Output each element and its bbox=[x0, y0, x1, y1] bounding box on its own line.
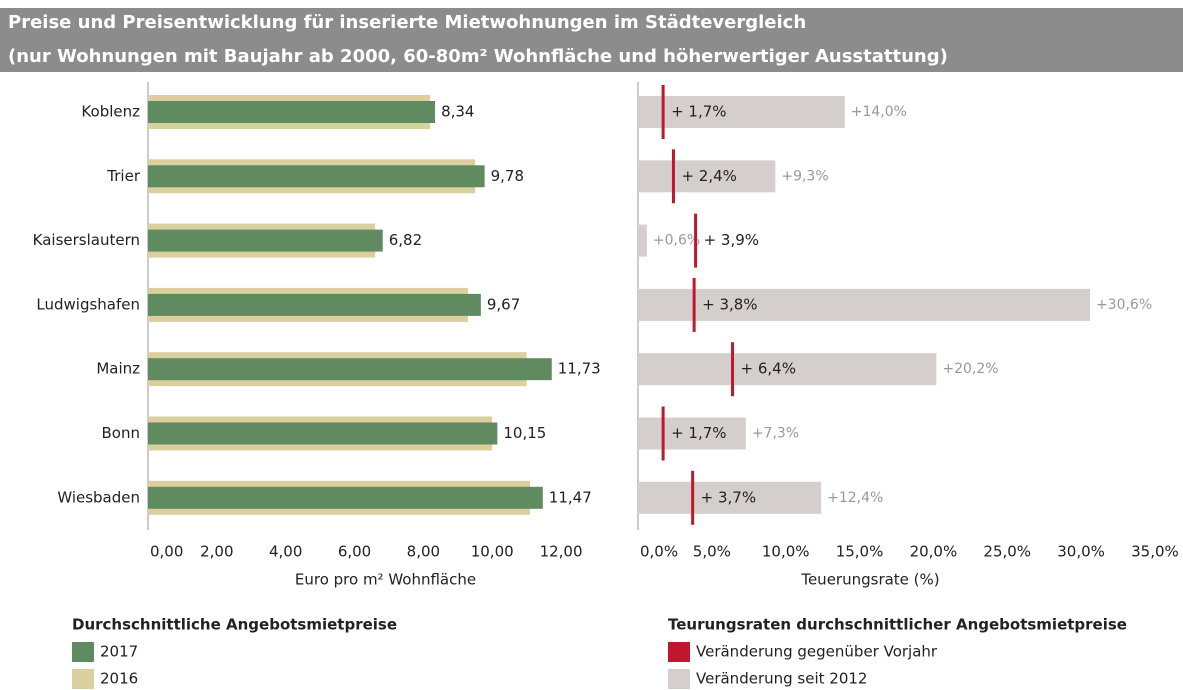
value-label: + 6,4% bbox=[741, 360, 796, 378]
x-tick-label: 5,0% bbox=[693, 543, 731, 561]
legend-title: Teurungsraten durchschnittlicher Angebot… bbox=[668, 616, 1127, 634]
value-label: + 2,4% bbox=[681, 167, 736, 185]
x-axis-label: Euro pro m² Wohnfläche bbox=[295, 571, 476, 589]
x-tick-label: 12,00 bbox=[540, 543, 583, 561]
bar-since-2012 bbox=[638, 96, 845, 128]
x-tick-label: 20,0% bbox=[910, 543, 958, 561]
legend-swatch bbox=[72, 669, 94, 689]
y-tick-label: Koblenz bbox=[81, 103, 140, 121]
value-label: +20,2% bbox=[942, 361, 998, 377]
bar-since-2012 bbox=[638, 417, 746, 450]
value-label: 9,67 bbox=[487, 295, 520, 313]
legend-label: Veränderung gegenüber Vorjahr bbox=[696, 643, 938, 661]
bar-2017 bbox=[148, 101, 436, 123]
x-tick-label: 25,0% bbox=[983, 543, 1031, 561]
legend-label: Veränderung seit 2012 bbox=[696, 670, 867, 688]
value-label: +30,6% bbox=[1096, 297, 1152, 313]
legend-title: Durchschnittliche Angebotsmietpreise bbox=[72, 616, 397, 634]
x-tick-label: 30,0% bbox=[1057, 543, 1105, 561]
bar-since-2012 bbox=[638, 353, 937, 386]
chart-title: Preise und Preisentwicklung für inserier… bbox=[8, 12, 806, 33]
bar-since-2012 bbox=[638, 481, 822, 514]
bar-2017 bbox=[148, 229, 383, 252]
x-tick-label: 2,00 bbox=[200, 543, 233, 561]
bar-2017 bbox=[148, 165, 485, 188]
value-label: +9,3% bbox=[781, 168, 828, 184]
x-tick-label: 4,00 bbox=[269, 543, 302, 561]
y-tick-label: Kaiserslautern bbox=[33, 231, 140, 249]
value-label: +7,3% bbox=[752, 426, 799, 442]
value-label: 11,73 bbox=[558, 360, 601, 378]
value-label: 8,34 bbox=[441, 103, 474, 121]
legend-swatch bbox=[668, 669, 690, 689]
bar-2017 bbox=[148, 422, 498, 445]
value-label: + 1,7% bbox=[671, 424, 726, 442]
x-tick-label: 6,00 bbox=[338, 543, 371, 561]
value-label: + 3,7% bbox=[701, 488, 756, 506]
legend-label: 2017 bbox=[100, 643, 138, 661]
value-label: 11,47 bbox=[549, 488, 592, 506]
x-tick-label: 35,0% bbox=[1131, 543, 1179, 561]
value-label: + 3,9% bbox=[704, 231, 759, 249]
value-label: + 1,7% bbox=[671, 103, 726, 121]
bar-2017 bbox=[148, 486, 543, 509]
bar-since-2012 bbox=[638, 160, 776, 193]
value-label: 9,78 bbox=[491, 167, 524, 185]
x-tick-label: 15,0% bbox=[836, 543, 884, 561]
y-tick-label: Trier bbox=[106, 167, 141, 185]
title-bar bbox=[0, 8, 1183, 72]
value-label: + 3,8% bbox=[702, 295, 757, 313]
x-tick-label: 10,00 bbox=[471, 543, 514, 561]
x-tick-label: 0,0% bbox=[640, 543, 678, 561]
y-tick-label: Mainz bbox=[96, 360, 140, 378]
value-label: +14,0% bbox=[851, 104, 907, 120]
legend-swatch bbox=[72, 642, 94, 662]
x-tick-label: 10,0% bbox=[762, 543, 810, 561]
bar-2017 bbox=[148, 293, 481, 316]
bar-2017 bbox=[148, 358, 552, 381]
bar-since-2012 bbox=[638, 288, 1090, 321]
y-tick-label: Wiesbaden bbox=[57, 488, 140, 506]
legend-label: 2016 bbox=[100, 670, 138, 688]
legend-swatch bbox=[668, 642, 690, 662]
x-axis-label: Teuerungsrate (%) bbox=[800, 571, 939, 589]
x-tick-label: 0,00 bbox=[150, 543, 183, 561]
value-label: 10,15 bbox=[503, 424, 546, 442]
y-tick-label: Bonn bbox=[102, 424, 140, 442]
y-tick-label: Ludwigshafen bbox=[36, 295, 140, 313]
x-tick-label: 8,00 bbox=[407, 543, 440, 561]
value-label: 6,82 bbox=[389, 231, 422, 249]
chart-subtitle: (nur Wohnungen mit Baujahr ab 2000, 60-8… bbox=[8, 46, 948, 67]
value-label: +0,6% bbox=[653, 233, 700, 249]
bar-since-2012 bbox=[638, 224, 647, 257]
value-label: +12,4% bbox=[827, 490, 883, 506]
